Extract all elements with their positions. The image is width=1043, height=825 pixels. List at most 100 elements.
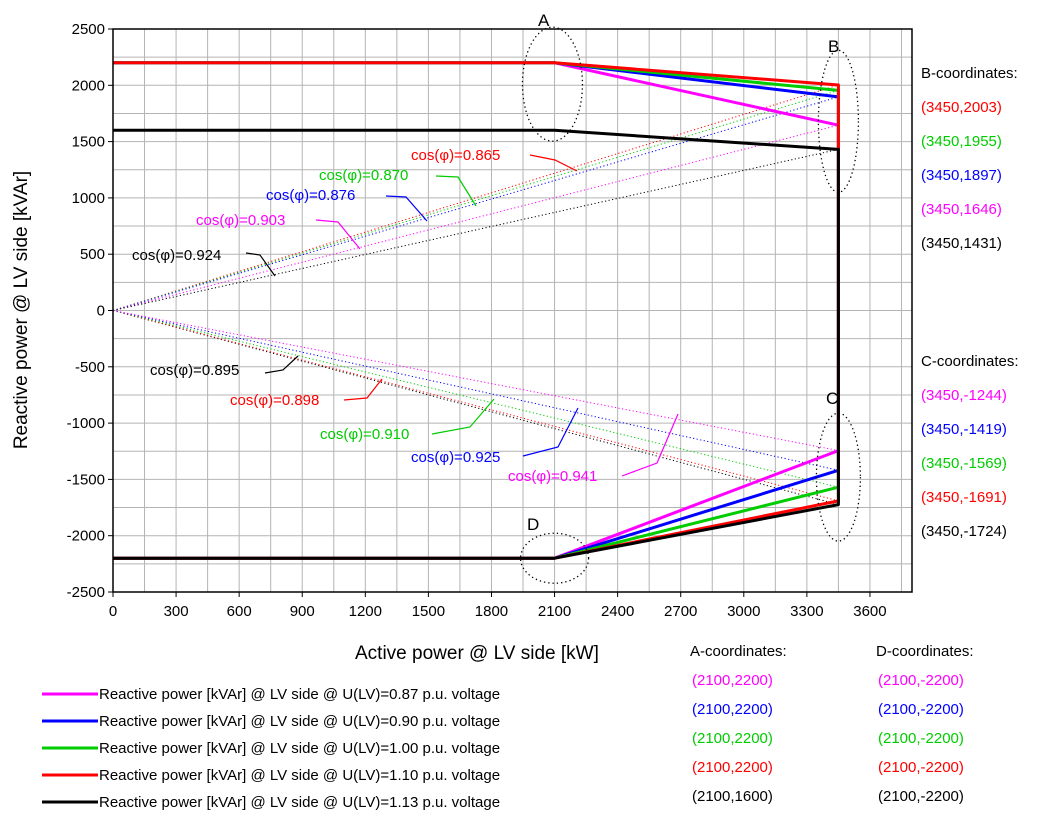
point-letters: A B C D bbox=[527, 11, 839, 534]
power-factor-lines bbox=[112, 84, 839, 506]
pf-label: cos(φ)=0.876 bbox=[266, 187, 355, 204]
coordinate-value: (3450,1431) bbox=[921, 235, 1002, 252]
coordinate-value: (3450,-1244) bbox=[921, 387, 1007, 404]
coordinate-value: (3450,1897) bbox=[921, 167, 1002, 184]
point-letter-label: B bbox=[828, 37, 839, 56]
y-tick-label: -1500 bbox=[67, 471, 105, 488]
x-tick-label: 2100 bbox=[538, 603, 571, 620]
legend-label: Reactive power [kVAr] @ LV side @ U(LV)=… bbox=[99, 767, 500, 784]
x-tick-label: 3000 bbox=[727, 603, 760, 620]
x-tick-label: 0 bbox=[109, 603, 117, 620]
coordinate-value: (3450,1955) bbox=[921, 133, 1002, 150]
coordinate-list-title: A-coordinates: bbox=[690, 643, 787, 660]
y-tick-label: -2500 bbox=[67, 584, 105, 601]
pf-dotted-line bbox=[112, 310, 839, 502]
x-tick-label: 3300 bbox=[790, 603, 823, 620]
pf-label: cos(φ)=0.910 bbox=[320, 426, 409, 443]
x-tick-label: 300 bbox=[164, 603, 189, 620]
pf-label: cos(φ)=0.865 bbox=[411, 147, 500, 164]
pf-leader-line bbox=[621, 413, 679, 477]
y-tick-label: 2000 bbox=[72, 77, 105, 94]
y-tick-label: 2500 bbox=[72, 21, 105, 38]
legend-label: Reactive power [kVAr] @ LV side @ U(LV)=… bbox=[99, 740, 500, 757]
x-tick-label: 2700 bbox=[664, 603, 697, 620]
coordinate-value: (3450,-1724) bbox=[921, 523, 1007, 540]
coordinate-value: (2100,-2200) bbox=[878, 759, 964, 776]
legend-label: Reactive power [kVAr] @ LV side @ U(LV)=… bbox=[99, 686, 500, 703]
legend-label: Reactive power [kVAr] @ LV side @ U(LV)=… bbox=[99, 794, 500, 811]
pf-leader-line bbox=[522, 407, 579, 457]
pf-label: cos(φ)=0.895 bbox=[150, 362, 239, 379]
legend-label: Reactive power [kVAr] @ LV side @ U(LV)=… bbox=[99, 713, 500, 730]
x-tick-label: 3600 bbox=[853, 603, 886, 620]
pf-leader-line bbox=[315, 219, 361, 250]
coordinate-value: (2100,2200) bbox=[692, 701, 773, 718]
pf-label: cos(φ)=0.903 bbox=[196, 212, 285, 229]
legend: Reactive power [kVAr] @ LV side @ U(LV)=… bbox=[42, 686, 500, 811]
coordinate-value: (3450,-1569) bbox=[921, 455, 1007, 472]
axis-ticks: 0 300 600 900 1200 1500 1800 2100 2400 2700 3000 33… bbox=[67, 21, 887, 620]
pf-leader-line bbox=[435, 175, 477, 207]
point-letter-label: C bbox=[826, 389, 838, 408]
y-axis-title: Reactive power @ LV side [kVAr] bbox=[11, 171, 32, 449]
pf-leader-line bbox=[431, 398, 495, 435]
pf-leader-line bbox=[264, 355, 299, 374]
coordinate-value: (3450,1646) bbox=[921, 201, 1002, 218]
pf-dotted-line bbox=[112, 124, 839, 311]
point-letter-label: D bbox=[527, 515, 539, 534]
pf-leader-line bbox=[245, 252, 276, 277]
coordinate-value: (3450,2003) bbox=[921, 99, 1002, 116]
region-ellipse bbox=[815, 412, 862, 542]
coordinate-value: (2100,1600) bbox=[692, 788, 773, 805]
coordinate-value: (2100,2200) bbox=[692, 759, 773, 776]
x-axis-title: Active power @ LV side [kW] bbox=[355, 643, 599, 664]
region-ellipse bbox=[817, 49, 860, 193]
grid bbox=[112, 28, 912, 593]
x-tick-label: 1200 bbox=[349, 603, 382, 620]
y-tick-label: 500 bbox=[80, 246, 105, 263]
x-tick-label: 2400 bbox=[601, 603, 634, 620]
x-tick-label: 600 bbox=[227, 603, 252, 620]
y-tick-label: -1000 bbox=[67, 415, 105, 432]
pf-label: cos(φ)=0.870 bbox=[319, 167, 408, 184]
y-tick-label: 0 bbox=[97, 303, 105, 320]
pf-dotted-line bbox=[112, 96, 839, 311]
series-lines bbox=[113, 61, 840, 560]
pf-label: cos(φ)=0.925 bbox=[411, 449, 500, 466]
coordinate-value: (2100,2200) bbox=[692, 730, 773, 747]
pf-dotted-line bbox=[112, 84, 839, 311]
pf-dotted-line bbox=[112, 310, 839, 471]
coordinate-list-title: B-coordinates: bbox=[921, 65, 1018, 82]
x-tick-label: 1500 bbox=[412, 603, 445, 620]
pf-label: cos(φ)=0.924 bbox=[132, 247, 221, 264]
coordinate-list-title: C-coordinates: bbox=[921, 353, 1019, 370]
series-line bbox=[113, 128, 840, 560]
coordinate-value: (2100,-2200) bbox=[878, 672, 964, 689]
coordinate-value: (2100,-2200) bbox=[878, 788, 964, 805]
region-ellipse bbox=[519, 532, 590, 584]
x-tick-label: 900 bbox=[290, 603, 315, 620]
pf-dotted-line bbox=[112, 310, 839, 452]
y-tick-label: 1500 bbox=[72, 134, 105, 151]
coordinate-list-title: D-coordinates: bbox=[876, 643, 974, 660]
region-ellipse bbox=[521, 26, 584, 142]
coordinate-value: (3450,-1419) bbox=[921, 421, 1007, 438]
pf-dotted-line bbox=[112, 89, 839, 311]
coordinate-lists: B-coordinates: (3450,2003) (3450,1955) (345… bbox=[690, 65, 1019, 805]
pf-label: cos(φ)=0.941 bbox=[508, 468, 597, 485]
pf-leader-line bbox=[343, 378, 383, 401]
pf-leader-line bbox=[529, 154, 578, 172]
coordinate-value: (2100,-2200) bbox=[878, 701, 964, 718]
coordinate-value: (3450,-1691) bbox=[921, 489, 1007, 506]
y-tick-label: -500 bbox=[75, 359, 105, 376]
coordinate-value: (2100,2200) bbox=[692, 672, 773, 689]
region-ellipses bbox=[519, 26, 862, 584]
y-tick-label: -2000 bbox=[67, 528, 105, 545]
pf-dotted-line bbox=[112, 310, 839, 506]
pf-dotted-line bbox=[112, 148, 839, 311]
point-letter-label: A bbox=[538, 11, 550, 30]
y-tick-label: 1000 bbox=[72, 190, 105, 207]
pf-leader-line bbox=[385, 195, 428, 222]
